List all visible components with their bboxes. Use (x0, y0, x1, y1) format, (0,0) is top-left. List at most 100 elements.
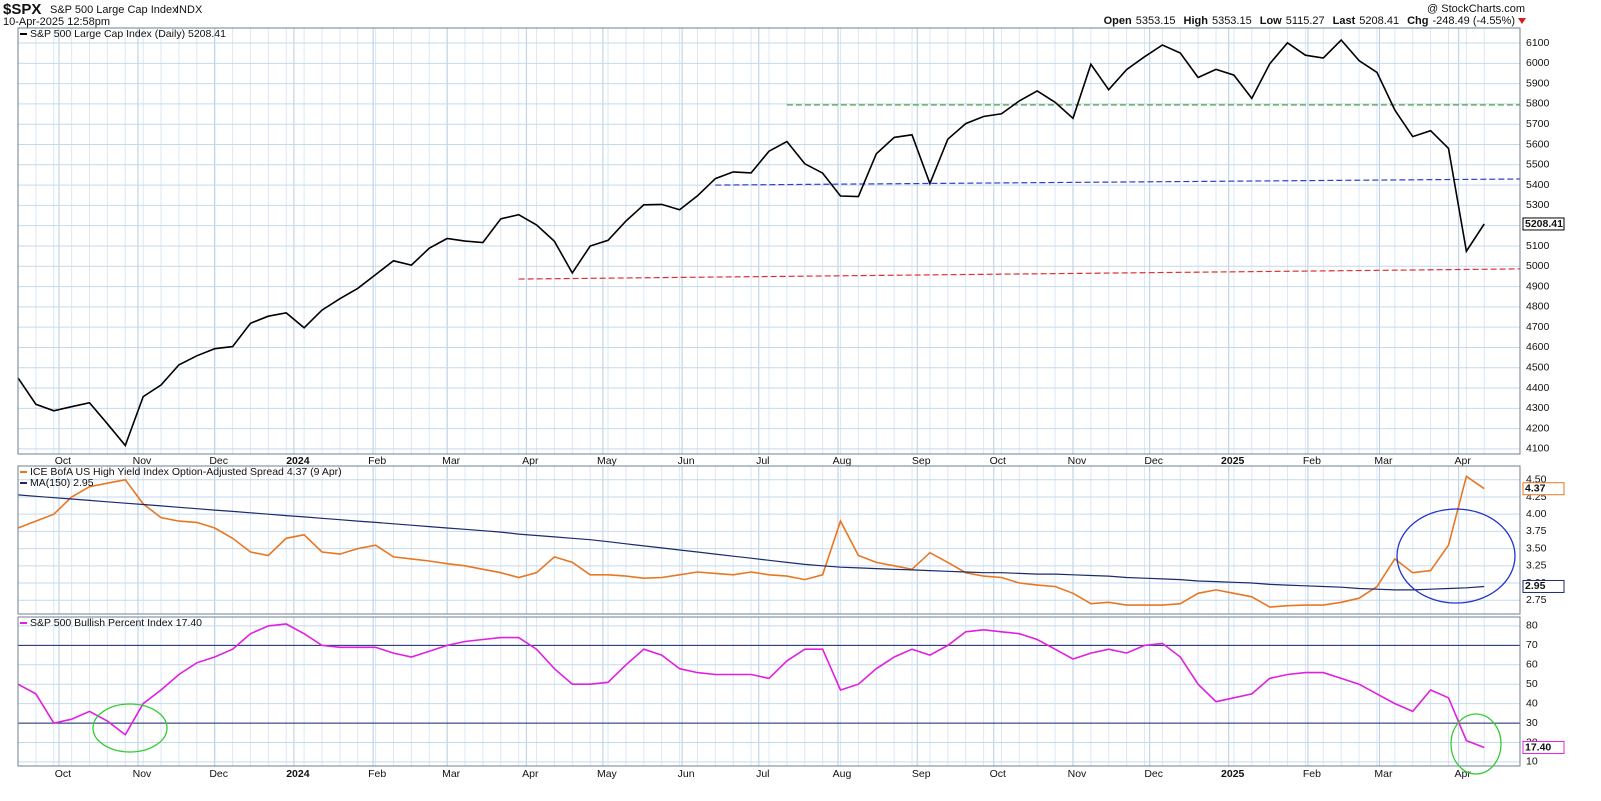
legend-label: S&P 500 Bullish Percent Index 17.40 (30, 617, 202, 629)
x-tick-label: Nov (133, 455, 152, 467)
last-value-label: 4.37 (1525, 482, 1546, 494)
series-line (17, 623, 1485, 749)
y-tick-label: 4200 (1526, 422, 1550, 434)
last-value-box (1522, 482, 1565, 496)
y-tick-label: 10 (1526, 756, 1538, 768)
quote-label: Chg (1407, 15, 1428, 27)
x-tick-label: Aug (833, 768, 852, 780)
last-value-box (1522, 579, 1565, 593)
quote-value: 5353.15 (1136, 15, 1176, 27)
quote-label: Open (1104, 15, 1132, 27)
last-value-label: 5208.41 (1525, 218, 1563, 230)
y-tick-label: 5900 (1526, 77, 1550, 89)
x-tick-label: Dec (209, 455, 228, 467)
x-tick-label: Mar (1374, 455, 1393, 467)
x-tick-label: Nov (1068, 768, 1087, 780)
plots: Oct Nov Dec 2024 Feb Mar Apr May Jun Jul Aug Sep Oct… (17, 27, 1565, 780)
x-tick-label: Mar (1374, 768, 1393, 780)
quote-line: Open 5353.15 High 5353.15 Low 5115.27 Last 5208… (1104, 15, 1515, 27)
symbol: $SPX (3, 1, 41, 18)
x-tick-label: Mar (442, 768, 461, 780)
timestamp: 10-Apr-2025 12:58pm (3, 16, 110, 28)
x-tick-label: Oct (990, 455, 1006, 467)
x-tick-label: Feb (1303, 768, 1321, 780)
y-tick-label: 3.75 (1526, 525, 1547, 537)
y-tick-label: 6000 (1526, 57, 1550, 69)
x-tick-label: Dec (1144, 768, 1163, 780)
quote-value: 5115.27 (1286, 15, 1325, 27)
x-tick-label: Jul (756, 455, 769, 467)
x-tick-label: Apr (522, 455, 539, 467)
y-tick-label: 5600 (1526, 138, 1550, 150)
trend-line (715, 178, 1521, 186)
y-tick-label: 5000 (1526, 260, 1550, 272)
y-tick-label: 4300 (1526, 402, 1550, 414)
trend-line (518, 268, 1521, 280)
y-tick-label: 5700 (1526, 118, 1550, 130)
x-tick-label: Apr (1454, 455, 1471, 467)
series-line (17, 38, 1485, 448)
x-tick-label: Feb (368, 455, 386, 467)
x-tick-label: Oct (55, 768, 71, 780)
plot-frame (17, 465, 1521, 615)
legend-label: S&P 500 Large Cap Index (Daily) 5208.41 (30, 28, 226, 40)
x-tick-label: May (597, 455, 618, 467)
x-tick-label: Oct (990, 768, 1006, 780)
x-tick-label: Sep (912, 455, 931, 467)
x-tick-label: Oct (55, 455, 71, 467)
y-tick-label: 5400 (1526, 179, 1550, 191)
last-value-label: 2.95 (1525, 580, 1546, 592)
y-tick-label: 4800 (1526, 301, 1550, 313)
y-tick-label: 4100 (1526, 443, 1550, 455)
y-tick-label: 4400 (1526, 382, 1550, 394)
x-tick-label: Jul (756, 768, 769, 780)
last-value-box (1522, 217, 1565, 231)
x-tick-label: Nov (1068, 455, 1087, 467)
quote-label: High (1184, 15, 1209, 27)
x-tick-label: Mar (442, 455, 461, 467)
x-tick-label: Dec (209, 768, 228, 780)
y-tick-label: 4.00 (1526, 508, 1547, 520)
y-tick-label: 3.25 (1526, 560, 1547, 572)
legend-label: MA(150) 2.95 (30, 477, 94, 489)
y-tick-label: 5300 (1526, 199, 1550, 211)
y-tick-label: 70 (1526, 639, 1538, 651)
y-tick-label: 60 (1526, 659, 1538, 671)
y-tick-label: 3.50 (1526, 542, 1547, 554)
plot-frame (17, 27, 1521, 455)
series-line (17, 474, 1485, 608)
x-tick-label: Apr (522, 768, 539, 780)
index-name: S&P 500 Large Cap Index (50, 4, 178, 16)
y-tick-label: 40 (1526, 697, 1538, 709)
last-value-box (1522, 741, 1565, 755)
legend-label: ICE BofA US High Yield Index Option-Adju… (30, 466, 342, 478)
x-tick-label: Feb (368, 768, 386, 780)
series-line (17, 494, 1485, 591)
quote-label: Last (1333, 15, 1356, 27)
x-tick-label: Apr (1454, 768, 1471, 780)
x-tick-label: 2025 (1221, 768, 1245, 780)
last-value-label: 17.40 (1525, 741, 1551, 753)
x-tick-label: 2024 (286, 768, 310, 780)
y-tick-label: 30 (1526, 717, 1538, 729)
x-tick-label: Jun (678, 455, 695, 467)
x-tick-label: Feb (1303, 455, 1321, 467)
highlight-ellipse (92, 703, 168, 753)
x-tick-label: Dec (1144, 455, 1163, 467)
x-tick-label: 2024 (286, 455, 310, 467)
y-tick-label: 50 (1526, 678, 1538, 690)
y-tick-label: 4500 (1526, 362, 1550, 374)
y-tick-label: 80 (1526, 620, 1538, 632)
exchange: INDX (176, 4, 203, 16)
highlight-ellipse (1396, 508, 1516, 604)
x-tick-label: Aug (833, 455, 852, 467)
y-tick-label: 4600 (1526, 341, 1550, 353)
y-tick-label: 5100 (1526, 240, 1550, 252)
quote-value: 5208.41 (1359, 15, 1399, 27)
x-tick-label: Jun (678, 768, 695, 780)
y-tick-label: 2.75 (1526, 594, 1547, 606)
y-tick-label: 5800 (1526, 98, 1550, 110)
quote-value: -248.49 (-4.55%) (1432, 15, 1515, 27)
